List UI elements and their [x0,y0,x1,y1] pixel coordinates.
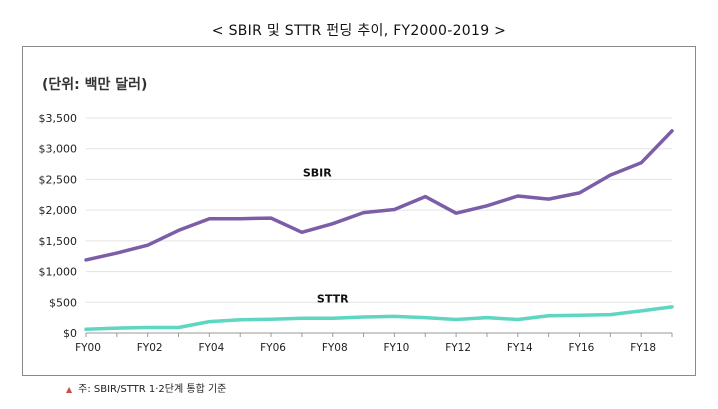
x-tick-label: FY08 [322,342,348,354]
x-tick-label: FY16 [569,342,595,354]
unit-label: (단위: 백만 달러) [42,77,148,93]
y-tick-label: $2,000 [39,204,78,217]
y-tick-label: $3,500 [39,112,78,125]
y-tick-label: $2,500 [39,173,78,186]
series-label-sbir: SBIR [303,166,332,179]
x-tick-label: FY06 [260,342,286,354]
x-tick-label: FY00 [75,342,101,354]
series-label-sttr: STTR [317,292,349,305]
footnote-bullet-icon: ▲ [66,385,73,394]
x-tick-label: FY04 [198,342,224,354]
chart-title: < SBIR 및 STTR 펀딩 추이, FY2000-2019 > [211,23,507,39]
y-tick-label: $1,500 [39,235,78,248]
footnote-text: 주: SBIR/STTR 1·2단계 통합 기준 [78,384,227,395]
series-line-sttr [84,305,674,332]
x-tick-label: FY12 [445,342,471,354]
chart-frame [22,46,696,376]
y-tick-label: $0 [63,327,77,340]
x-tick-label: FY18 [630,342,656,354]
x-tick-label: FY02 [137,342,163,354]
x-tick-label: FY14 [507,342,533,354]
series-line-sbir [84,129,674,262]
y-tick-label: $500 [49,296,77,309]
footnote: ▲ 주: SBIR/STTR 1·2단계 통합 기준 [66,380,226,395]
y-tick-label: $3,000 [39,143,78,156]
y-tick-label: $1,000 [39,266,78,279]
x-tick-label: FY10 [384,342,410,354]
